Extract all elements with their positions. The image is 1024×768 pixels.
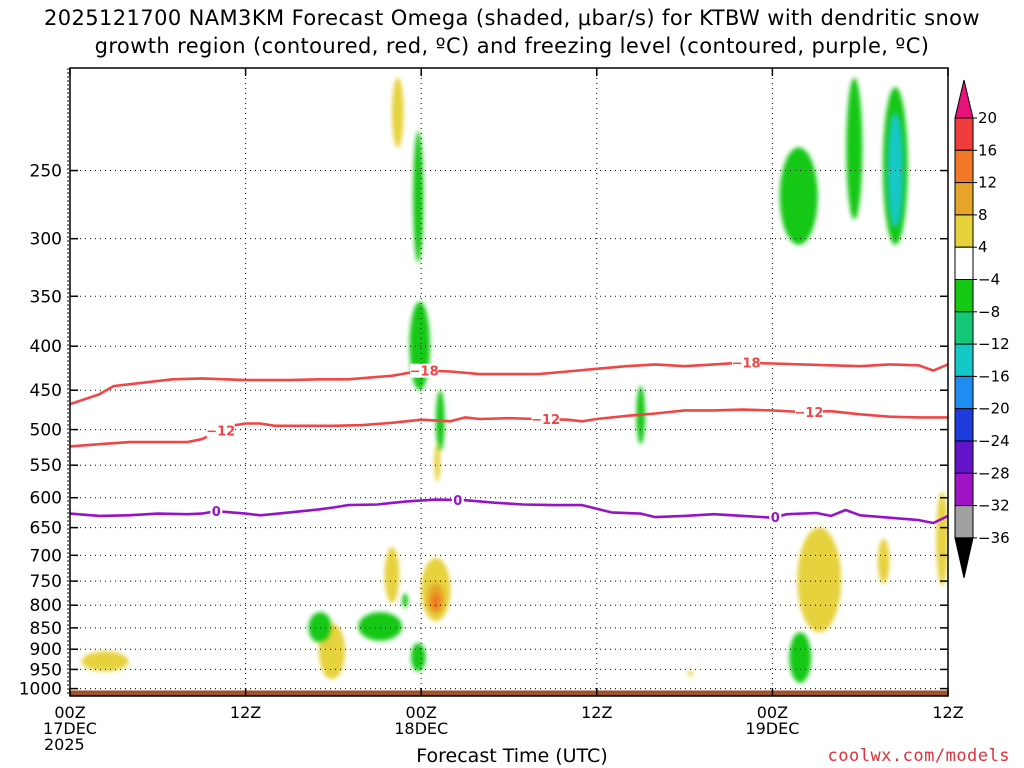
ytick-label-950: 950 <box>30 660 62 680</box>
ytick-label-250: 250 <box>30 162 62 182</box>
contour-line-2 <box>70 498 948 525</box>
colorbar-bin-6 <box>954 311 974 345</box>
ytick-label-1000: 1000 <box>19 680 62 700</box>
colorbar-bin-7 <box>954 343 974 377</box>
colorbar-over-triangle <box>954 79 974 119</box>
ytick-label-800: 800 <box>30 596 62 616</box>
watermark: coolwx.com/models <box>827 746 1010 766</box>
chart-title-line1: 2025121700 NAM3KM Forecast Omega (shaded… <box>43 6 980 30</box>
contour-label-1-1: −12 <box>531 413 560 428</box>
contour-label-0-1: −18 <box>732 357 761 372</box>
xtick-label-0-2: 2025 <box>44 735 85 754</box>
ytick-label-500: 500 <box>30 421 62 441</box>
colorbar-bin-10 <box>954 440 974 474</box>
omega-region-12 <box>413 131 424 263</box>
colorbar-label-13: −36 <box>978 529 1010 547</box>
colorbar-bin-5 <box>954 279 974 313</box>
xtick-label-0-0: 00Z <box>54 703 85 722</box>
ytick-label-700: 700 <box>30 546 62 566</box>
contour-label-1-2: −12 <box>794 406 823 421</box>
xtick-label-48-0: 00Z <box>757 703 788 722</box>
ytick-label-850: 850 <box>30 619 62 639</box>
colorbar-label-3: 8 <box>978 206 988 224</box>
omega-region-9 <box>877 538 890 584</box>
colorbar-label-10: −24 <box>978 432 1010 450</box>
colorbar-bin-1 <box>954 149 974 184</box>
colorbar-label-1: 16 <box>978 141 997 159</box>
colorbar-label-9: −20 <box>978 400 1010 418</box>
colorbar-bin-8 <box>954 375 974 410</box>
colorbar-bin-9 <box>954 408 974 442</box>
colorbar-label-5: −4 <box>978 271 1000 289</box>
chart-title-line2: growth region (contoured, red, ºC) and f… <box>94 34 930 58</box>
contour-label-2-1: 0 <box>453 494 462 509</box>
contour-label-1-0: −12 <box>206 425 235 440</box>
contour-label-bg-2-2 <box>769 510 782 525</box>
ytick-label-550: 550 <box>30 456 62 476</box>
xtick-label-12-0: 12Z <box>230 703 261 722</box>
omega-region-17 <box>358 612 403 641</box>
omega-region-19 <box>402 593 409 608</box>
ytick-label-400: 400 <box>30 337 62 357</box>
colorbar-label-12: −32 <box>978 497 1010 515</box>
xtick-label-24-1: 18DEC <box>394 719 448 738</box>
omega-region-21 <box>779 147 818 245</box>
colorbar-label-0: 20 <box>978 109 997 127</box>
ytick-label-450: 450 <box>30 381 62 401</box>
colorbar-bin-3 <box>954 214 974 248</box>
contour-label-bg-0-1 <box>732 355 761 370</box>
ytick-label-900: 900 <box>30 640 62 660</box>
ytick-label-600: 600 <box>30 489 62 509</box>
ytick-label-750: 750 <box>30 572 62 592</box>
contour-label-bg-1-2 <box>794 404 823 419</box>
xtick-label-60-0: 12Z <box>932 703 963 722</box>
omega-region-4 <box>434 444 441 482</box>
omega-region-7 <box>431 593 441 610</box>
contour-label-bg-0-0 <box>410 363 439 378</box>
plot-frame <box>69 67 949 697</box>
colorbar-label-4: 4 <box>978 238 988 256</box>
colorbar-label-2: 12 <box>978 174 997 192</box>
contour-label-bg-2-1 <box>451 493 464 508</box>
contour-label-2-0: 0 <box>212 505 221 520</box>
omega-region-22 <box>846 77 863 220</box>
ytick-label-650: 650 <box>30 519 62 539</box>
contour-label-2-2: 0 <box>771 511 780 526</box>
contour-label-bg-1-0 <box>206 423 235 438</box>
omega-region-20 <box>789 632 812 683</box>
colorbar-bin-0 <box>954 117 974 151</box>
colorbar-bin-4 <box>954 246 974 280</box>
ytick-label-300: 300 <box>30 230 62 250</box>
omega-region-11 <box>687 670 693 677</box>
colorbar-under-triangle <box>954 537 974 579</box>
omega-region-10 <box>936 491 948 587</box>
xtick-label-36-0: 12Z <box>581 703 612 722</box>
omega-region-8 <box>797 527 842 633</box>
omega-region-18 <box>410 642 426 672</box>
colorbar-label-7: −12 <box>978 335 1010 353</box>
xtick-label-48-1: 19DEC <box>745 719 799 738</box>
ground-surface <box>70 690 948 696</box>
colorbar-bin-12 <box>954 505 974 539</box>
x-axis-label: Forecast Time (UTC) <box>416 745 608 767</box>
ytick-label-350: 350 <box>30 287 62 307</box>
colorbar-label-11: −28 <box>978 464 1010 482</box>
contour-line-0 <box>70 361 948 406</box>
xtick-label-24-0: 00Z <box>406 703 437 722</box>
colorbar-bin-2 <box>954 182 974 216</box>
omega-region-1 <box>391 77 404 148</box>
omega-region-0 <box>81 651 129 672</box>
omega-shading <box>81 77 948 683</box>
colorbar-label-6: −8 <box>978 303 1000 321</box>
colorbar-label-8: −16 <box>978 367 1010 385</box>
contour-label-bg-2-0 <box>210 504 223 519</box>
contour-label-bg-1-1 <box>531 412 560 427</box>
colorbar-bin-11 <box>954 472 974 507</box>
omega-region-2 <box>384 547 400 603</box>
contour-label-0-0: −18 <box>410 365 439 380</box>
xtick-label-0-1: 17DEC <box>43 719 97 738</box>
